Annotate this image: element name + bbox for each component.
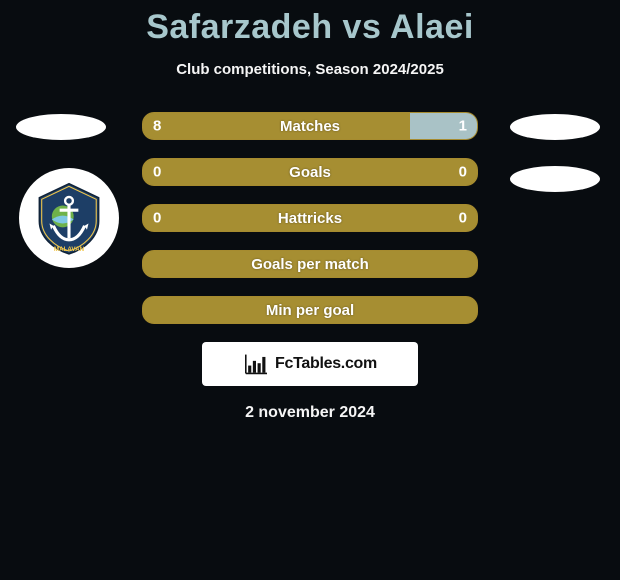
stat-value-left: 8 xyxy=(153,118,161,135)
page-subtitle: Club competitions, Season 2024/2025 xyxy=(0,61,620,78)
stat-value-right: 1 xyxy=(459,118,467,135)
stat-label: Goals xyxy=(289,164,331,181)
brand-text: FcTables.com xyxy=(275,355,377,373)
stat-fill-left xyxy=(143,113,410,139)
brand-box[interactable]: FcTables.com xyxy=(202,342,418,386)
svg-text:MALAVAN: MALAVAN xyxy=(54,246,85,253)
stat-value-right: 0 xyxy=(459,164,467,181)
stat-label: Goals per match xyxy=(251,256,369,273)
stat-value-left: 0 xyxy=(153,164,161,181)
avatar-placeholder-right-1 xyxy=(510,114,600,140)
stat-row-matches: 8 Matches 1 xyxy=(142,112,478,140)
anchor-badge-icon: MALAVAN xyxy=(30,179,108,257)
stat-value-right: 0 xyxy=(459,210,467,227)
stat-label: Hattricks xyxy=(278,210,342,227)
avatar-placeholder-left xyxy=(16,114,106,140)
page-title: Safarzadeh vs Alaei xyxy=(0,0,620,47)
comparison-area: MALAVAN 8 Matches 1 0 Goals 0 0 Hattrick… xyxy=(0,112,620,422)
avatar-placeholder-right-2 xyxy=(510,166,600,192)
stat-label: Min per goal xyxy=(266,302,354,319)
stat-label: Matches xyxy=(280,118,340,135)
stat-row-goals-per-match: Goals per match xyxy=(142,250,478,278)
stat-row-goals: 0 Goals 0 xyxy=(142,158,478,186)
stat-value-left: 0 xyxy=(153,210,161,227)
footer-date: 2 november 2024 xyxy=(0,404,620,422)
stat-row-min-per-goal: Min per goal xyxy=(142,296,478,324)
club-badge-left: MALAVAN xyxy=(19,168,119,268)
bar-chart-icon xyxy=(243,353,269,375)
stat-row-hattricks: 0 Hattricks 0 xyxy=(142,204,478,232)
stat-bars: 8 Matches 1 0 Goals 0 0 Hattricks 0 Goal… xyxy=(142,112,478,324)
